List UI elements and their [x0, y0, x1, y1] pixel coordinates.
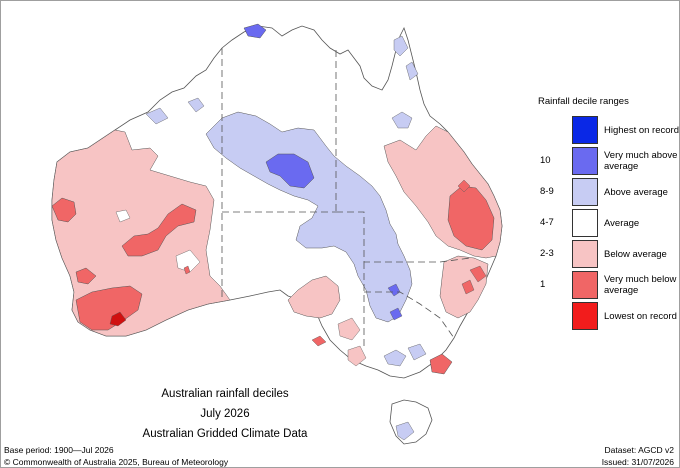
legend-item-above-average: 8-9 Above average — [540, 178, 680, 206]
legend-decile: 1 — [540, 279, 546, 290]
legend-swatch-above-average — [572, 178, 598, 206]
legend-item-lowest: Lowest on record — [540, 302, 680, 330]
issued-date: Issued: 31/07/2026 — [601, 457, 674, 467]
copyright: © Commonwealth of Australia 2025, Bureau… — [4, 457, 229, 467]
base-period: Base period: 1900—Jul 2026 — [4, 445, 114, 455]
qld-very-much-below — [447, 185, 495, 251]
legend-swatch-average — [572, 209, 598, 237]
legend-decile: 2-3 — [540, 248, 554, 259]
map-period: July 2026 — [200, 408, 250, 420]
wa-very-below-2 — [121, 203, 197, 257]
legend-swatch-lowest — [572, 302, 598, 330]
legend-swatch-highest — [572, 116, 598, 144]
legend-item-very-much-above: 10 Very much above average — [540, 147, 680, 175]
central-above-average — [205, 111, 413, 323]
legend-label: Above average — [604, 186, 668, 198]
legend-item-below-average: 2-3 Below average — [540, 240, 680, 268]
map-dataset-name: Australian Gridded Climate Data — [142, 428, 308, 440]
legend-label: Below average — [604, 248, 667, 260]
state-borders — [221, 48, 471, 350]
central-very-much-above — [265, 153, 315, 189]
legend-item-highest: Highest on record — [540, 116, 680, 144]
dataset-label: Dataset: AGCD v2 — [604, 445, 674, 455]
wa-very-below-1 — [51, 197, 77, 223]
legend-decile: 4-7 — [540, 217, 554, 228]
wa-very-below-3 — [75, 267, 97, 285]
legend-item-average: 4-7 Average — [540, 209, 680, 237]
legend-swatch-below-average — [572, 240, 598, 268]
sa-below-average — [287, 275, 341, 319]
wa-below-average — [51, 129, 231, 337]
tasmania — [389, 399, 433, 445]
legend-item-very-much-below: 1 Very much below average — [540, 271, 680, 299]
wa-lowest-on-record — [109, 311, 127, 327]
legend-decile: 10 — [540, 155, 551, 166]
legend-label: Lowest on record — [604, 310, 677, 322]
legend-decile: 8-9 — [540, 186, 554, 197]
legend-label: Very much below average — [604, 274, 677, 296]
legend-swatch-very-much-below — [572, 271, 598, 299]
legend-label: Very much above average — [604, 150, 678, 172]
wa-very-below-4 — [75, 285, 143, 331]
legend-label: Highest on record — [604, 124, 679, 136]
legend-title: Rainfall decile ranges — [538, 96, 629, 107]
legend-swatch-very-much-above — [572, 147, 598, 175]
legend-label: Average — [604, 217, 640, 229]
map-title: Australian rainfall deciles — [161, 388, 289, 400]
